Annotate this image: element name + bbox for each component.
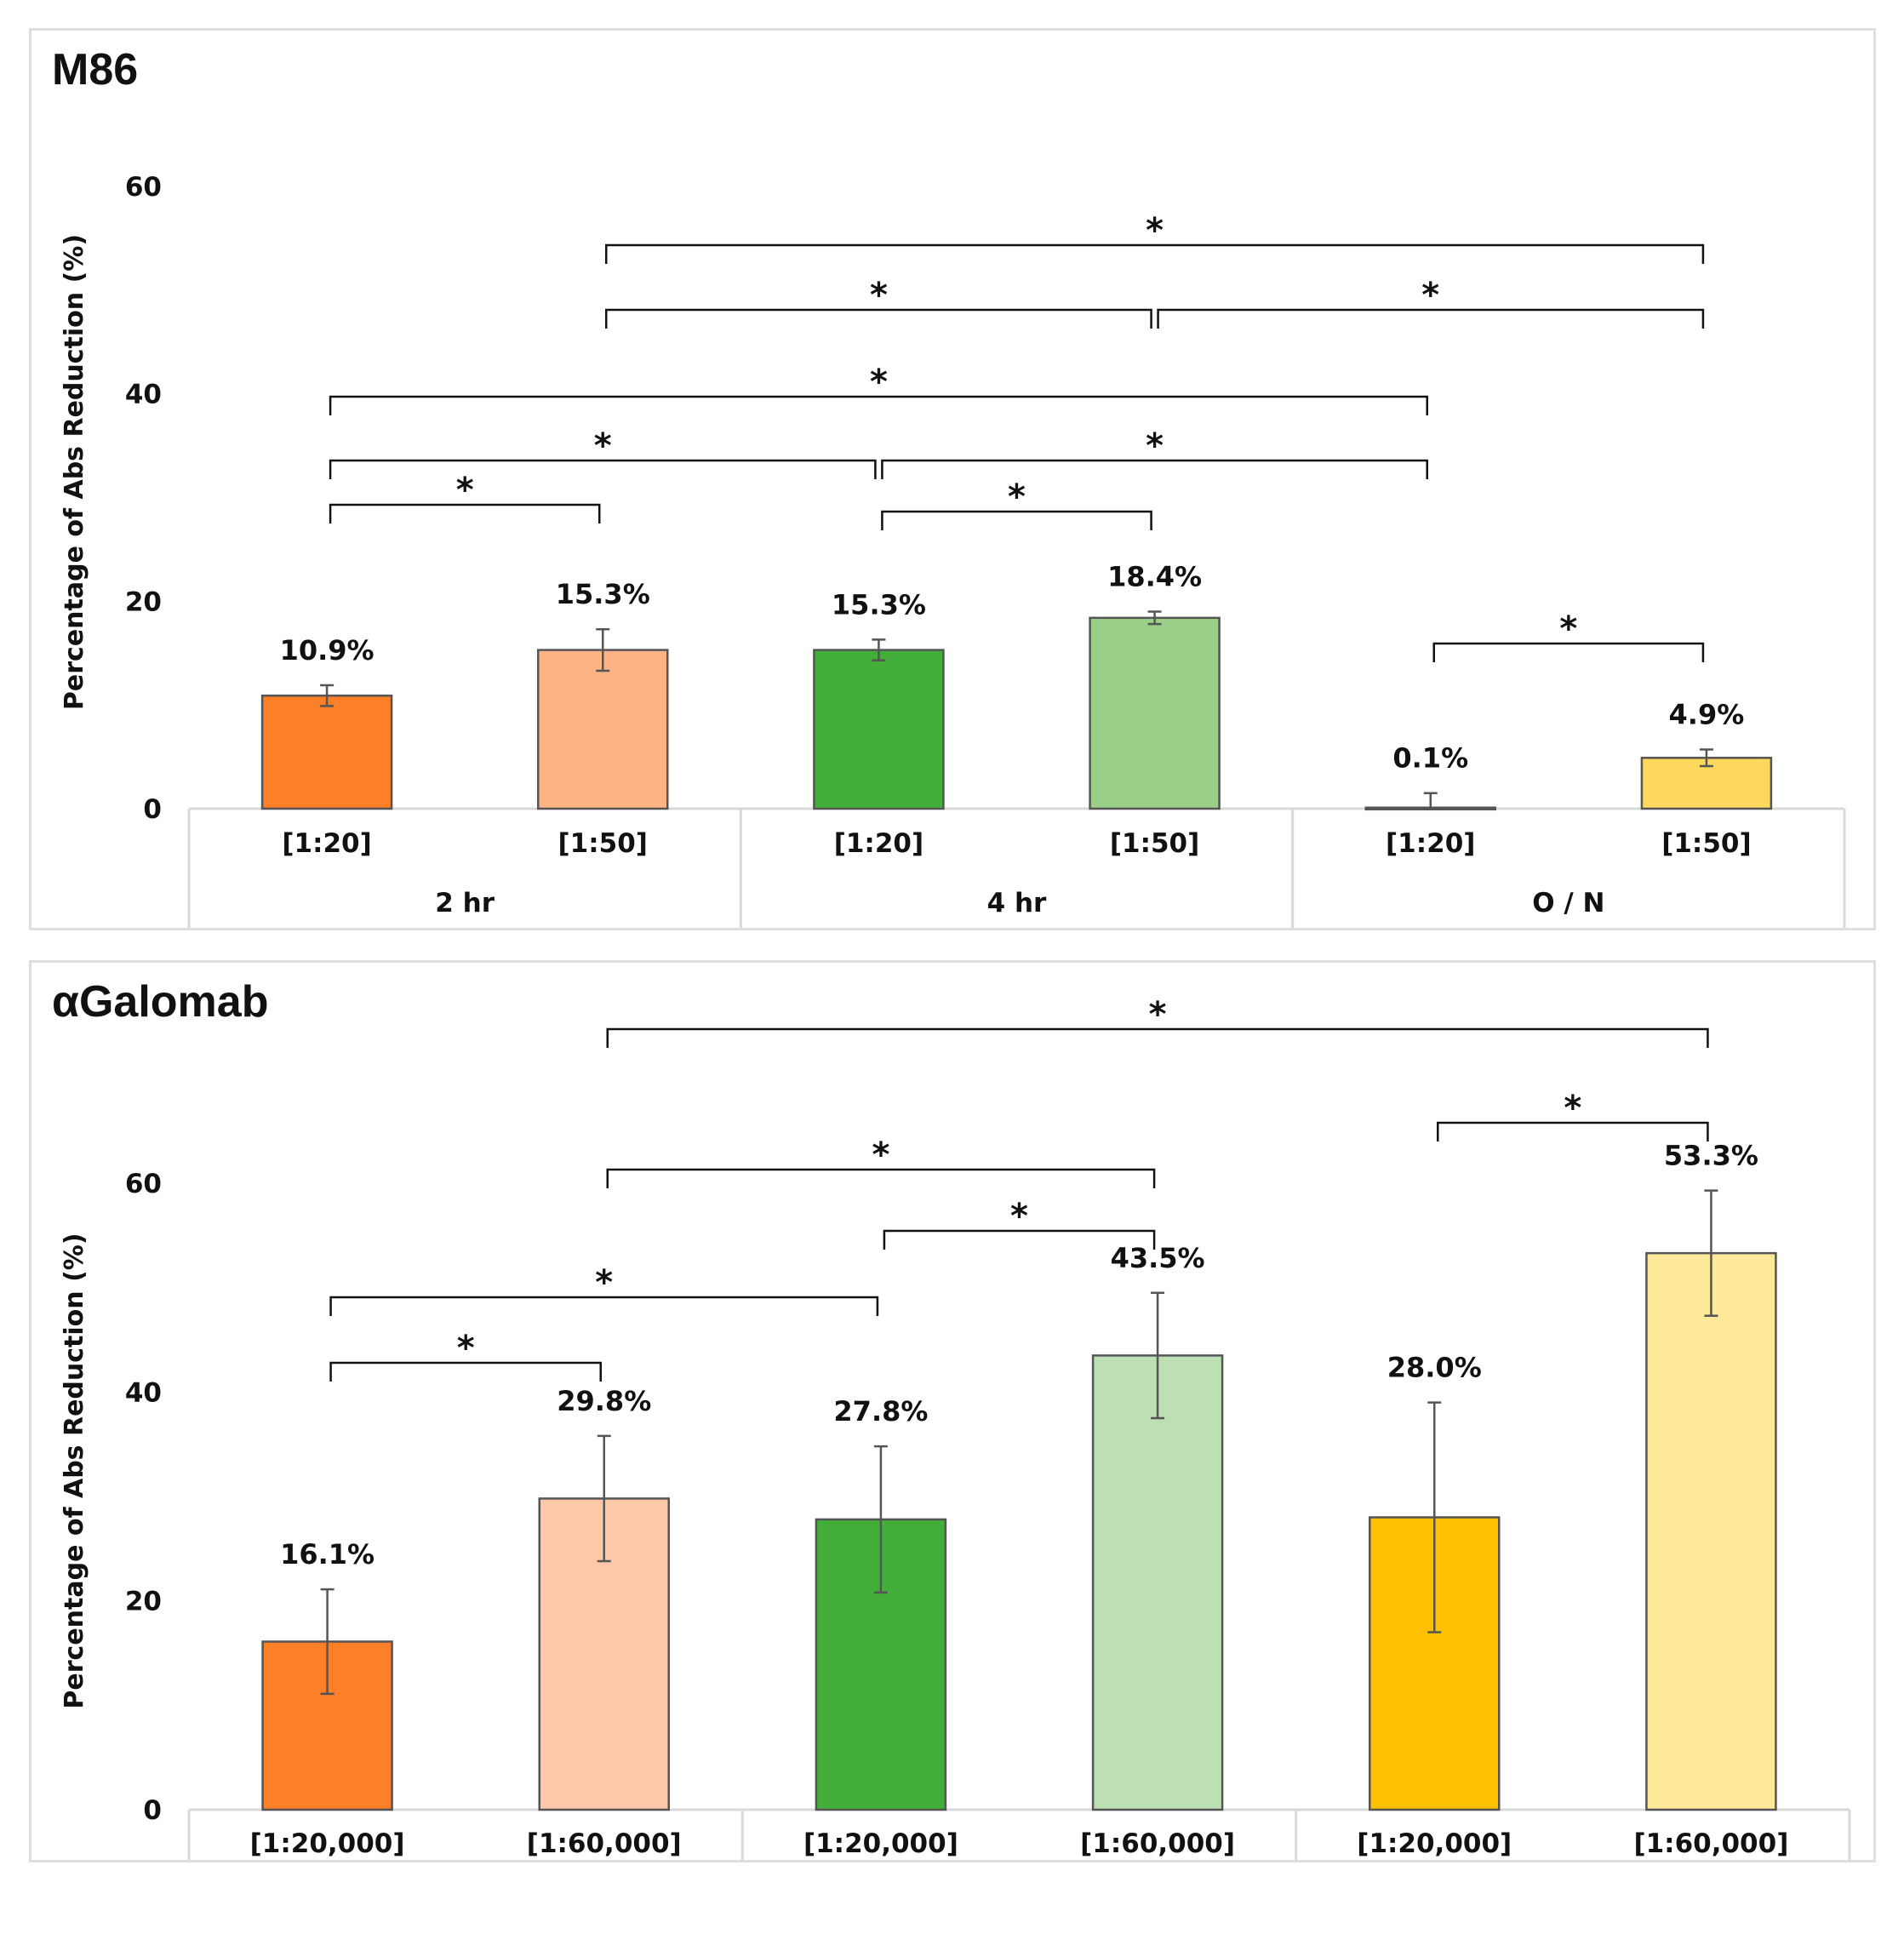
y-tick-label: 40 bbox=[125, 1377, 162, 1408]
significance-bracket bbox=[883, 1229, 1156, 1250]
data-label: 28.0% bbox=[1387, 1352, 1482, 1384]
significance-star: * bbox=[456, 471, 474, 510]
data-label: 15.3% bbox=[832, 588, 926, 621]
y-tick-label: 20 bbox=[125, 1587, 162, 1617]
significance-star: * bbox=[1559, 609, 1577, 649]
significance-star: * bbox=[1421, 276, 1439, 315]
group-label: 4 hr bbox=[987, 888, 1047, 918]
significance-star: * bbox=[870, 363, 888, 402]
significance-star: * bbox=[457, 1329, 475, 1368]
y-tick-label: 0 bbox=[143, 794, 162, 825]
y-axis-label: Percentage of Abs Reduction (%) bbox=[60, 1233, 89, 1708]
y-tick-label: 40 bbox=[125, 380, 162, 410]
bar bbox=[1645, 1251, 1777, 1811]
significance-star: * bbox=[594, 426, 612, 466]
data-label: 15.3% bbox=[556, 578, 650, 610]
data-label: 4.9% bbox=[1669, 699, 1745, 731]
significance-bracket bbox=[329, 459, 877, 479]
significance-star: * bbox=[870, 276, 888, 315]
chart-panel-agalomab: αGalomab 0 20 40 60 Percentage of Abs Reduct… bbox=[29, 960, 1876, 1862]
significance-bracket bbox=[606, 1168, 1156, 1188]
category-label: [1:20,000] bbox=[803, 1828, 958, 1859]
significance-star: * bbox=[1146, 426, 1164, 466]
group-label: 2 hr bbox=[435, 888, 495, 918]
significance-bracket bbox=[329, 1296, 879, 1316]
data-label: 10.9% bbox=[280, 634, 375, 667]
bar-chart-m86: 0 20 40 60 Percentage of Abs Reduction (%) 10… bbox=[60, 172, 1846, 928]
data-label: 43.5% bbox=[1111, 1242, 1205, 1274]
y-tick-label: 20 bbox=[125, 586, 162, 617]
category-label: [1:20] bbox=[1386, 828, 1475, 859]
significance-bracket bbox=[881, 459, 1428, 479]
significance-star: * bbox=[1146, 211, 1164, 250]
significance-star: * bbox=[872, 1136, 889, 1175]
category-label: [1:60,000] bbox=[1080, 1828, 1235, 1859]
category-label: [1:20] bbox=[834, 828, 923, 859]
significance-bracket bbox=[605, 243, 1705, 264]
data-label: 16.1% bbox=[280, 1538, 375, 1571]
chart-panel-m86: M86 0 20 40 60 Percentage of Abs Reduction (… bbox=[29, 28, 1876, 930]
category-label: [1:20,000] bbox=[250, 1828, 405, 1859]
bar bbox=[537, 649, 669, 810]
chart-title: M86 bbox=[52, 45, 139, 94]
category-label: [1:20] bbox=[282, 828, 371, 859]
category-label: [1:20,000] bbox=[1357, 1828, 1512, 1859]
significance-bracket bbox=[329, 503, 601, 524]
significance-bracket bbox=[1432, 642, 1705, 662]
bar bbox=[1089, 616, 1221, 810]
category-label: [1:50] bbox=[1110, 828, 1199, 859]
data-label: 29.8% bbox=[557, 1385, 651, 1417]
group-label: O / N bbox=[1532, 888, 1604, 918]
bar-chart-agalomab: 0 20 40 60 Percentage of Abs Reduction (%) 16… bbox=[60, 995, 1851, 1860]
y-tick-label: 60 bbox=[125, 1169, 162, 1199]
data-label: 27.8% bbox=[833, 1395, 928, 1427]
significance-star: * bbox=[1008, 478, 1026, 517]
data-label: 0.1% bbox=[1392, 742, 1468, 775]
bar bbox=[1091, 1354, 1224, 1811]
bar bbox=[1640, 757, 1773, 810]
significance-star: * bbox=[1564, 1089, 1581, 1128]
category-label: [1:60,000] bbox=[527, 1828, 682, 1859]
significance-star: * bbox=[1149, 995, 1167, 1034]
significance-bracket bbox=[1157, 308, 1705, 329]
y-axis-label: Percentage of Abs Reduction (%) bbox=[60, 234, 89, 710]
bar bbox=[815, 1518, 947, 1811]
significance-bracket bbox=[606, 1027, 1709, 1048]
y-tick-label: 60 bbox=[125, 172, 162, 203]
significance-star: * bbox=[595, 1263, 613, 1302]
significance-bracket bbox=[329, 1361, 602, 1382]
significance-bracket bbox=[881, 510, 1152, 530]
chart-title: αGalomab bbox=[52, 977, 269, 1027]
significance-bracket bbox=[605, 308, 1152, 329]
significance-bracket bbox=[329, 395, 1428, 415]
data-label: 18.4% bbox=[1107, 561, 1202, 593]
data-label: 53.3% bbox=[1664, 1140, 1758, 1172]
y-tick-label: 0 bbox=[143, 1795, 162, 1826]
category-label: [1:50] bbox=[1661, 828, 1751, 859]
category-label: [1:50] bbox=[558, 828, 648, 859]
significance-bracket bbox=[1437, 1121, 1709, 1141]
bar bbox=[260, 694, 393, 810]
significance-star: * bbox=[1010, 1197, 1028, 1236]
category-label: [1:60,000] bbox=[1633, 1828, 1788, 1859]
bar bbox=[813, 649, 945, 810]
